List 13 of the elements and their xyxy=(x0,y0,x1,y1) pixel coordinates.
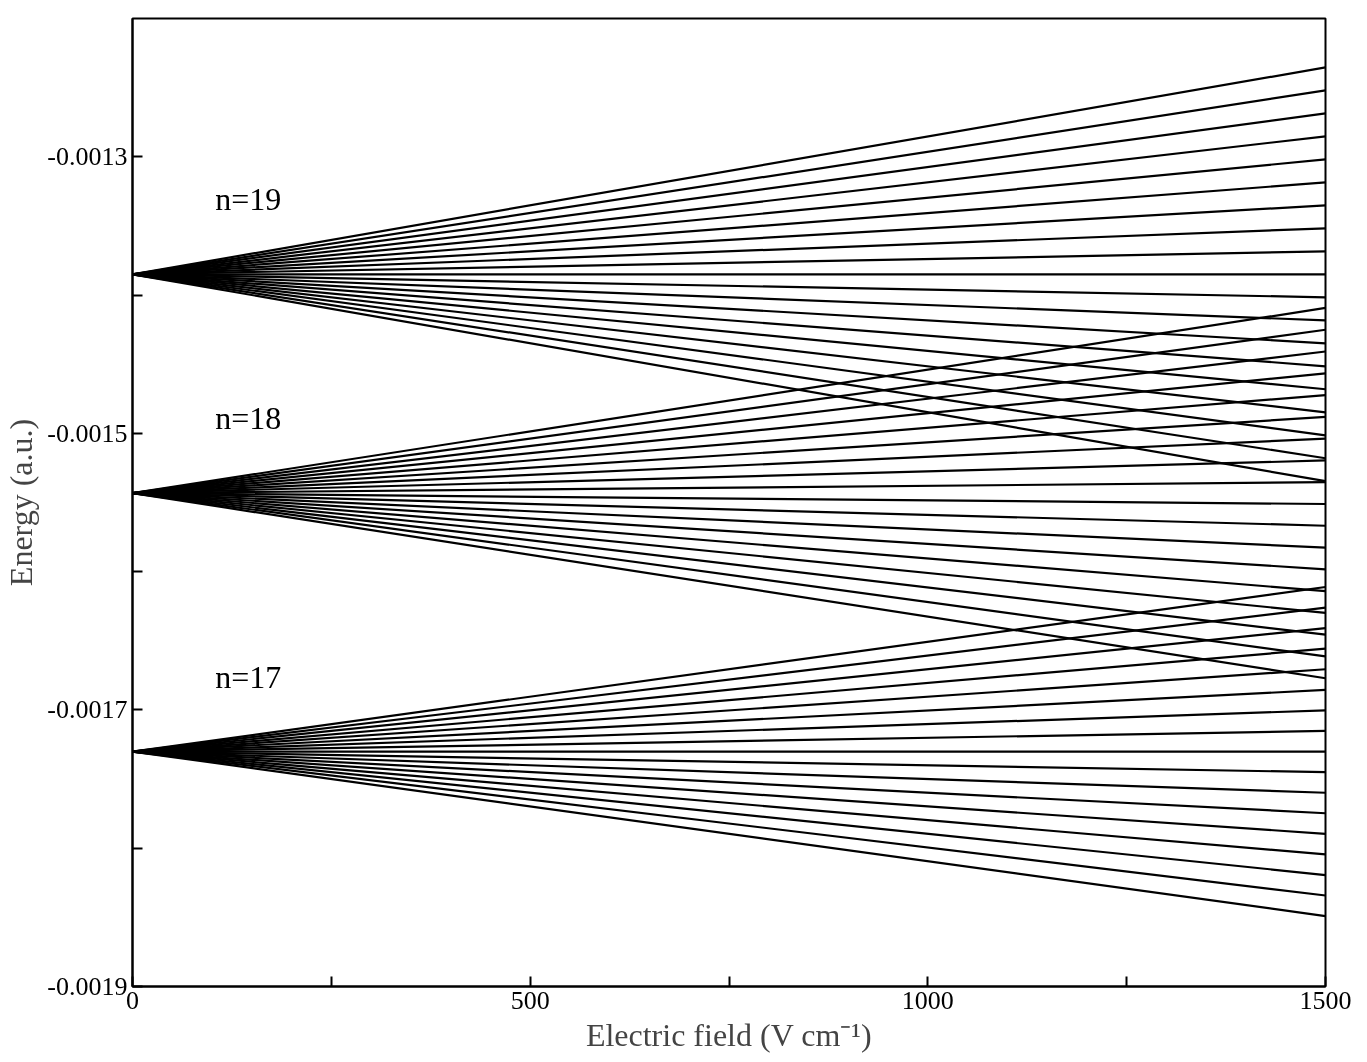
x-axis-title: Electric field (V cm⁻¹) xyxy=(585,1016,872,1053)
x-tick-label: 0 xyxy=(126,985,139,1015)
annotation: n=17 xyxy=(215,658,282,695)
y-tick-label: -0.0017 xyxy=(47,695,128,725)
annotation: n=18 xyxy=(215,400,282,437)
y-tick-label: -0.0015 xyxy=(47,418,128,448)
annotation: n=19 xyxy=(215,181,282,218)
x-tick-label: 1500 xyxy=(1299,985,1352,1015)
y-tick-label: -0.0013 xyxy=(47,142,128,172)
x-tick-label: 500 xyxy=(510,985,550,1015)
y-axis-title: Energy (a.u.) xyxy=(3,418,40,587)
x-tick-label: 1000 xyxy=(901,985,954,1015)
y-tick-label: -0.0019 xyxy=(47,972,128,1001)
